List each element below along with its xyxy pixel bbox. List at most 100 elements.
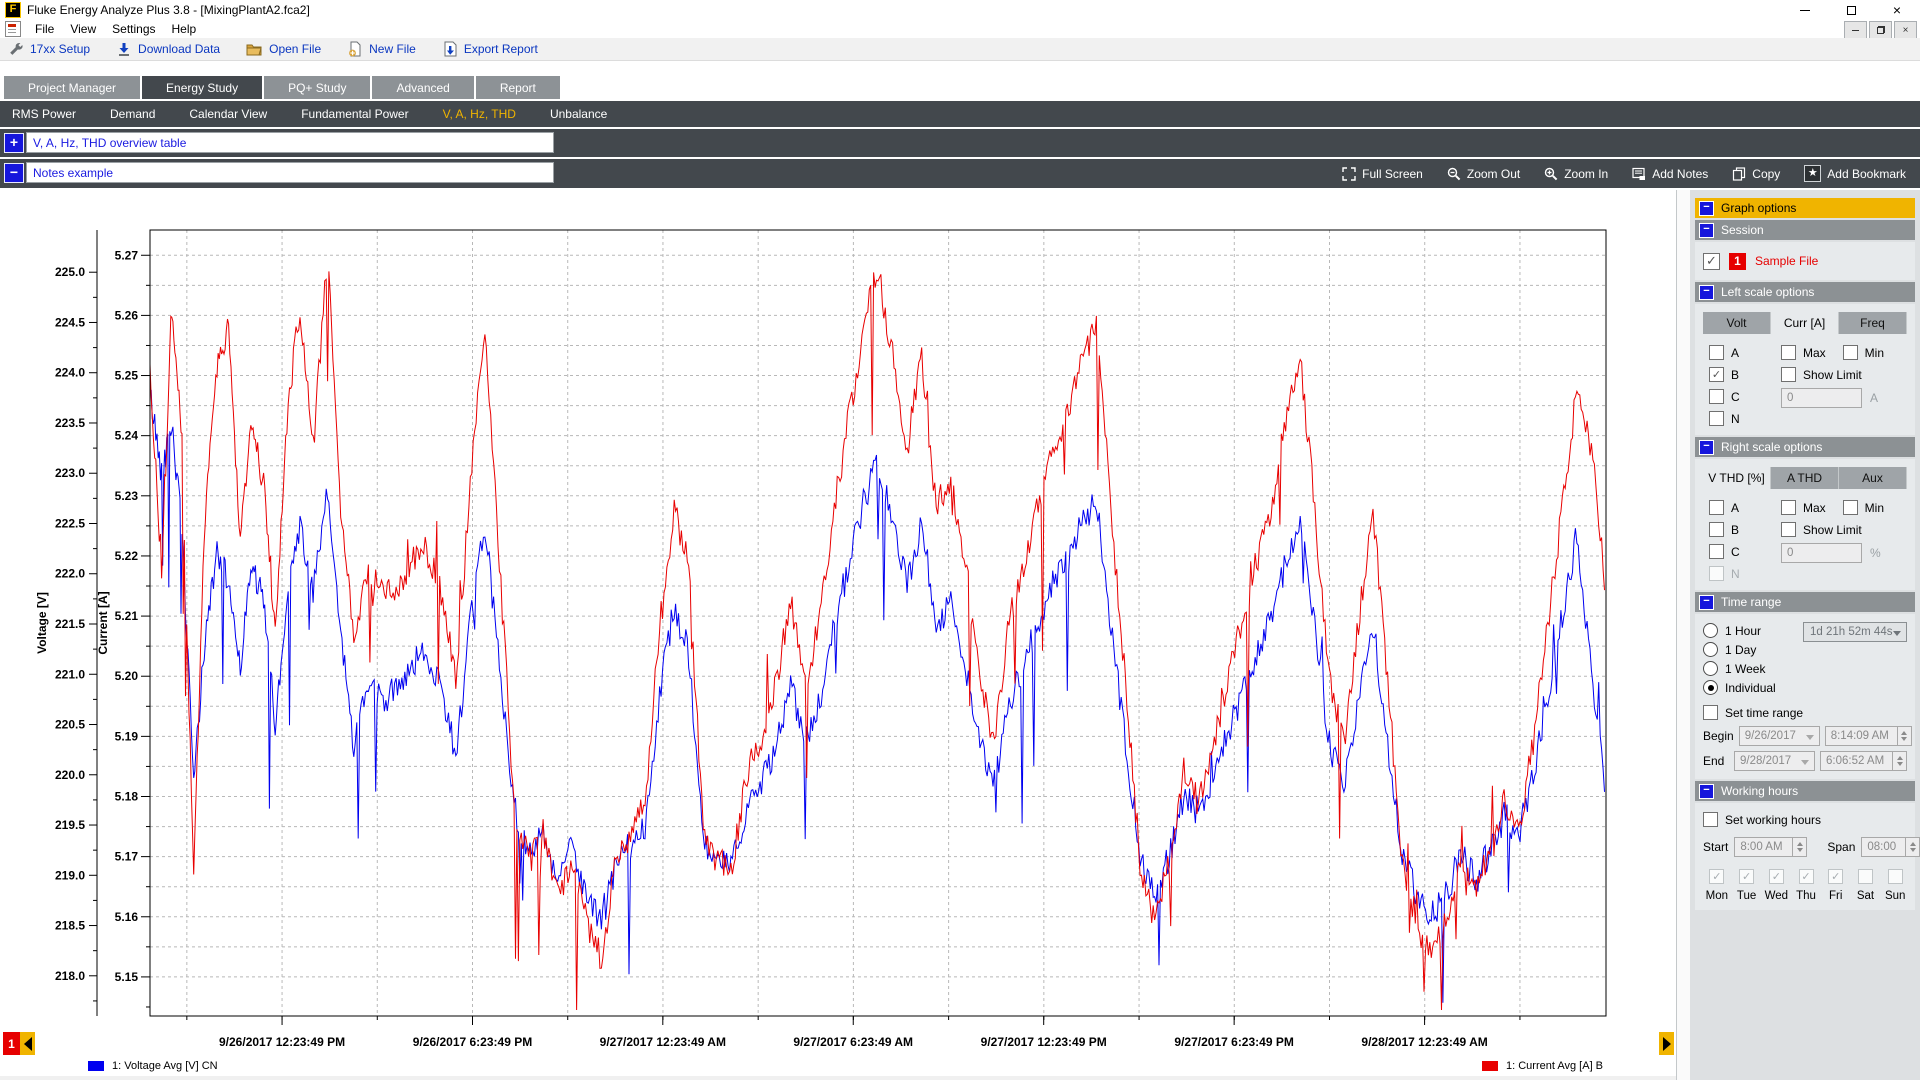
- one-hour-radio[interactable]: [1703, 623, 1718, 638]
- right-phase-b-checkbox[interactable]: [1709, 522, 1724, 537]
- document-icon[interactable]: [5, 21, 21, 37]
- right-min-checkbox[interactable]: [1843, 500, 1858, 515]
- expand-overview-button[interactable]: +: [4, 133, 24, 153]
- next-page-button[interactable]: [1659, 1032, 1674, 1055]
- full-screen-button[interactable]: Full Screen: [1342, 167, 1423, 181]
- working-hours-header[interactable]: − Working hours: [1695, 781, 1915, 801]
- one-day-radio[interactable]: [1703, 642, 1718, 657]
- collapse-notes-button[interactable]: −: [4, 163, 24, 183]
- tab-pq-study[interactable]: PQ+ Study: [264, 76, 370, 99]
- notes-panel-title[interactable]: Notes example: [26, 162, 554, 183]
- wrench-icon: [8, 41, 24, 57]
- download-data-button[interactable]: Download Data: [116, 41, 220, 57]
- menu-help[interactable]: Help: [164, 20, 205, 38]
- right-max-checkbox[interactable]: [1781, 500, 1796, 515]
- subtab-fundamental-power[interactable]: Fundamental Power: [301, 107, 408, 121]
- chart-plot[interactable]: 225.0224.5224.0223.5223.0222.5222.0221.5…: [0, 188, 1676, 1080]
- mdi-restore-button[interactable]: [1869, 21, 1892, 39]
- copy-button[interactable]: Copy: [1732, 167, 1780, 181]
- collapse-working-hours-icon[interactable]: −: [1699, 784, 1714, 799]
- session-file-name[interactable]: Sample File: [1755, 254, 1818, 268]
- svg-text:9/26/2017 12:23:49 PM: 9/26/2017 12:23:49 PM: [219, 1035, 345, 1049]
- menu-view[interactable]: View: [62, 20, 104, 38]
- tab-report[interactable]: Report: [476, 76, 560, 99]
- open-file-button[interactable]: Open File: [246, 41, 321, 57]
- copy-icon: [1732, 167, 1746, 181]
- zoom-in-icon: [1544, 167, 1558, 181]
- left-phase-a-checkbox[interactable]: [1709, 345, 1724, 360]
- individual-radio[interactable]: [1703, 680, 1718, 695]
- splitter[interactable]: [1676, 190, 1691, 1080]
- time-range-header[interactable]: − Time range: [1695, 592, 1915, 612]
- right-phase-a-checkbox[interactable]: [1709, 500, 1724, 515]
- tab-project-manager[interactable]: Project Manager: [4, 76, 140, 99]
- new-file-button[interactable]: New File: [347, 41, 416, 57]
- left-scale-tab-freq[interactable]: Freq: [1839, 312, 1907, 334]
- left-phase-n-checkbox[interactable]: [1709, 411, 1724, 426]
- span-input[interactable]: 08:00: [1861, 837, 1906, 857]
- menu-settings[interactable]: Settings: [104, 20, 163, 38]
- begin-time-input[interactable]: 8:14:09 AM: [1825, 726, 1898, 746]
- start-time-spinner[interactable]: [1793, 837, 1807, 857]
- add-bookmark-button[interactable]: ★ Add Bookmark: [1804, 165, 1906, 182]
- begin-time-spinner[interactable]: [1898, 726, 1912, 746]
- duration-dropdown[interactable]: 1d 21h 52m 44s: [1803, 622, 1907, 642]
- subtab-calendar-view[interactable]: Calendar View: [189, 107, 267, 121]
- collapse-session-icon[interactable]: −: [1699, 223, 1714, 238]
- left-phase-b-checkbox[interactable]: [1709, 367, 1724, 382]
- zoom-out-icon: [1447, 167, 1461, 181]
- span-spinner[interactable]: [1906, 837, 1920, 857]
- end-time-spinner[interactable]: [1893, 751, 1907, 771]
- begin-date-dropdown[interactable]: 9/26/2017: [1739, 726, 1820, 746]
- subtab-demand[interactable]: Demand: [110, 107, 155, 121]
- session-header[interactable]: − Session: [1695, 220, 1915, 240]
- right-limit-input[interactable]: 0: [1781, 543, 1862, 563]
- left-phase-c-checkbox[interactable]: [1709, 389, 1724, 404]
- right-scale-tab-athd[interactable]: A THD: [1771, 467, 1839, 489]
- collapse-right-scale-icon[interactable]: −: [1699, 440, 1714, 455]
- export-report-button[interactable]: Export Report: [442, 41, 538, 57]
- one-week-radio[interactable]: [1703, 661, 1718, 676]
- right-phase-c-checkbox[interactable]: [1709, 544, 1724, 559]
- left-limit-input[interactable]: 0: [1781, 388, 1862, 408]
- subtab-v-a-hz-thd[interactable]: V, A, Hz, THD: [443, 107, 516, 121]
- left-scale-tab-volt[interactable]: Volt: [1703, 312, 1771, 334]
- left-max-checkbox[interactable]: [1781, 345, 1796, 360]
- right-phase-n-checkbox: [1709, 566, 1724, 581]
- tab-advanced[interactable]: Advanced: [372, 76, 473, 99]
- right-scale-tab-vthd[interactable]: V THD [%]: [1703, 467, 1771, 489]
- left-show-limit-checkbox[interactable]: [1781, 367, 1796, 382]
- left-scale-header[interactable]: − Left scale options: [1695, 282, 1915, 302]
- session-file-checkbox[interactable]: [1703, 253, 1720, 270]
- right-show-limit-checkbox[interactable]: [1781, 522, 1796, 537]
- left-scale-tab-curr[interactable]: Curr [A]: [1771, 312, 1839, 334]
- tab-energy-study[interactable]: Energy Study: [142, 76, 262, 99]
- set-time-range-checkbox[interactable]: [1703, 705, 1718, 720]
- end-time-input[interactable]: 6:06:52 AM: [1820, 751, 1893, 771]
- graph-options-header[interactable]: − Graph options: [1695, 198, 1915, 218]
- mdi-close-button[interactable]: ×: [1894, 21, 1917, 39]
- end-date-dropdown[interactable]: 9/28/2017: [1734, 751, 1815, 771]
- zoom-out-button[interactable]: Zoom Out: [1447, 167, 1520, 181]
- left-min-checkbox[interactable]: [1843, 345, 1858, 360]
- restore-button[interactable]: [1828, 0, 1874, 20]
- right-scale-tab-aux[interactable]: Aux: [1839, 467, 1907, 489]
- subtab-rms-power[interactable]: RMS Power: [12, 107, 76, 121]
- mdi-minimize-button[interactable]: [1844, 21, 1867, 39]
- collapse-graph-options-icon[interactable]: −: [1699, 201, 1714, 216]
- menu-file[interactable]: File: [27, 20, 62, 38]
- collapse-left-scale-icon[interactable]: −: [1699, 285, 1714, 300]
- right-scale-header[interactable]: − Right scale options: [1695, 437, 1915, 457]
- overview-panel-title[interactable]: V, A, Hz, THD overview table: [26, 132, 554, 153]
- minimize-button[interactable]: [1782, 0, 1828, 20]
- setup-17xx-button[interactable]: 17xx Setup: [8, 41, 90, 57]
- set-working-hours-checkbox[interactable]: [1703, 812, 1718, 827]
- zoom-in-button[interactable]: Zoom In: [1544, 167, 1608, 181]
- left-arrow-icon: [24, 1037, 32, 1051]
- add-notes-button[interactable]: Add Notes: [1632, 167, 1708, 181]
- close-button[interactable]: ×: [1874, 0, 1920, 20]
- previous-page-button[interactable]: [20, 1032, 35, 1055]
- subtab-unbalance[interactable]: Unbalance: [550, 107, 607, 121]
- collapse-time-range-icon[interactable]: −: [1699, 595, 1714, 610]
- start-time-input[interactable]: 8:00 AM: [1734, 837, 1793, 857]
